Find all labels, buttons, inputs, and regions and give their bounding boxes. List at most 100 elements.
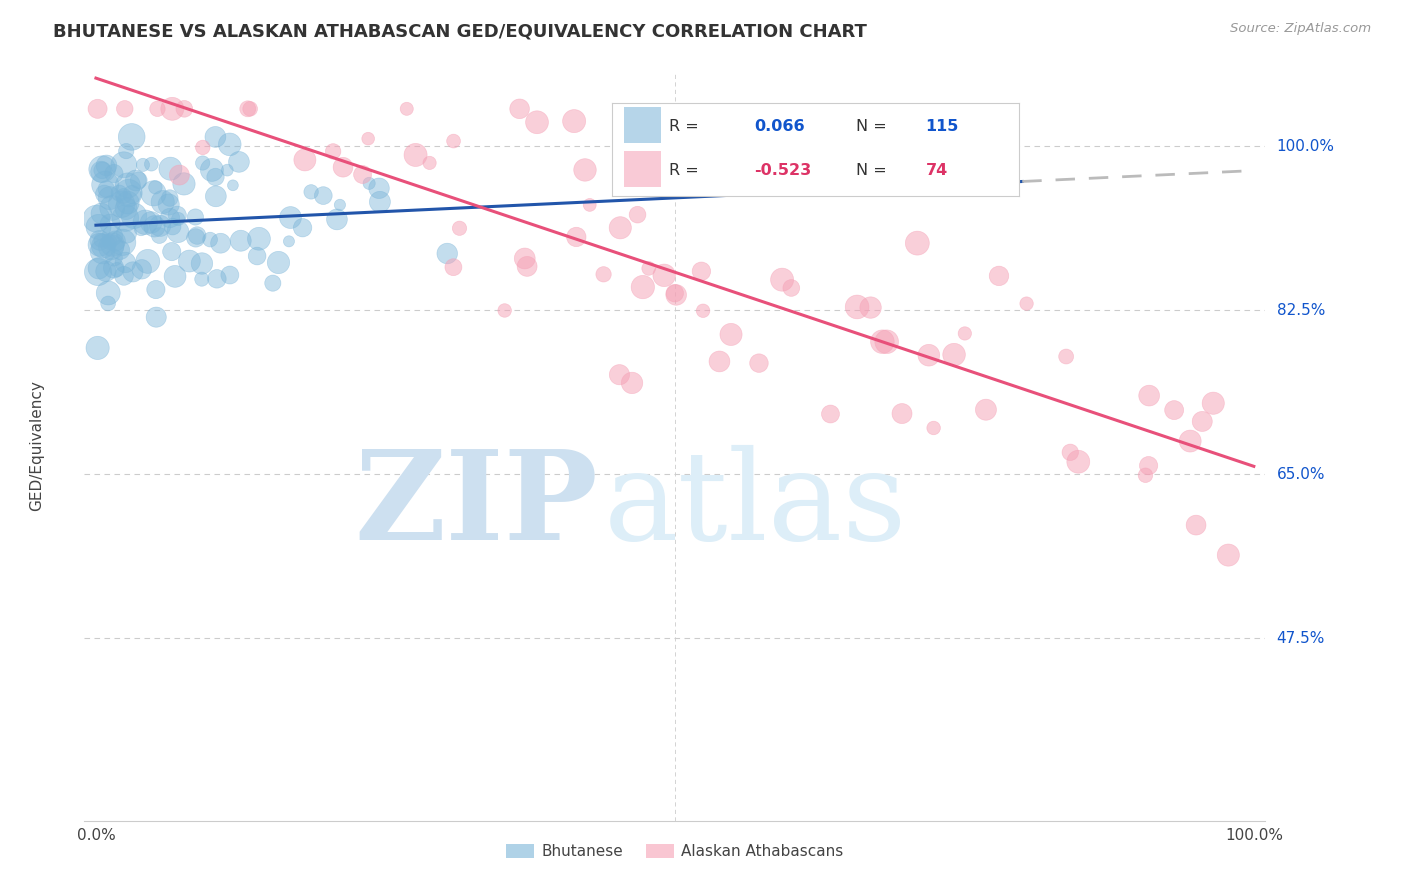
Point <box>145 283 167 297</box>
Point <box>114 255 136 269</box>
Point <box>90 206 112 220</box>
Point <box>169 168 191 182</box>
Point <box>1059 445 1081 459</box>
Point <box>191 156 214 170</box>
Point <box>152 195 174 210</box>
Text: atlas: atlas <box>605 445 907 566</box>
Text: 74: 74 <box>925 162 948 178</box>
Point <box>117 186 139 200</box>
Point <box>125 173 148 187</box>
Point <box>117 195 139 210</box>
Point <box>86 341 108 355</box>
Point <box>820 407 842 421</box>
Point <box>352 168 374 182</box>
Point <box>89 237 111 252</box>
Point <box>143 219 166 234</box>
Point <box>198 233 221 247</box>
Point <box>449 221 471 235</box>
Point <box>246 249 269 263</box>
Point <box>136 254 159 268</box>
Point <box>94 264 117 278</box>
Point <box>943 348 966 362</box>
Point <box>291 220 314 235</box>
Point <box>166 208 188 222</box>
Point <box>332 160 354 174</box>
Point <box>184 231 207 245</box>
Point <box>846 300 869 314</box>
Point <box>191 140 214 154</box>
Point <box>201 163 224 178</box>
Point <box>621 376 644 390</box>
Point <box>112 189 135 203</box>
Point <box>148 228 170 243</box>
Point <box>236 102 259 116</box>
Point <box>108 186 131 200</box>
Point <box>748 356 770 370</box>
Point <box>578 198 600 212</box>
Point <box>299 185 322 199</box>
Point <box>110 197 132 211</box>
Point <box>122 209 145 223</box>
Text: 100.0%: 100.0% <box>1277 139 1334 153</box>
Point <box>98 235 121 250</box>
Point <box>115 202 138 216</box>
Point <box>103 260 125 275</box>
Point <box>115 144 138 158</box>
Point <box>129 221 152 235</box>
Point <box>218 137 240 152</box>
Point <box>1067 455 1090 469</box>
Point <box>1218 548 1240 562</box>
Point <box>149 219 172 233</box>
Point <box>87 219 110 234</box>
Point <box>1137 458 1160 473</box>
Point <box>359 177 381 191</box>
Text: N =: N = <box>856 120 887 135</box>
Point <box>91 163 114 178</box>
Point <box>91 244 114 259</box>
Point <box>222 178 245 193</box>
Point <box>117 178 139 193</box>
Point <box>93 239 115 253</box>
Text: -0.523: -0.523 <box>754 162 811 178</box>
Point <box>162 102 184 116</box>
Point <box>526 115 548 129</box>
Point <box>436 246 458 260</box>
Point <box>217 163 239 178</box>
Point <box>278 235 301 249</box>
Text: 65.0%: 65.0% <box>1277 467 1324 482</box>
Point <box>294 153 316 167</box>
Text: GED/Equivalency: GED/Equivalency <box>30 381 45 511</box>
Point <box>145 310 167 325</box>
Point <box>859 301 882 315</box>
Point <box>1180 434 1202 448</box>
Point <box>93 186 115 201</box>
Point <box>922 421 945 435</box>
Point <box>690 264 713 278</box>
Point <box>513 252 536 266</box>
Point <box>1135 468 1157 483</box>
Point <box>516 260 538 274</box>
Point <box>574 163 596 178</box>
Point <box>90 165 112 179</box>
Text: N =: N = <box>856 162 887 178</box>
Point <box>953 326 976 341</box>
Point <box>112 268 135 283</box>
Point <box>173 102 195 116</box>
Point <box>114 211 136 225</box>
Point <box>209 236 232 251</box>
Point <box>114 102 136 116</box>
Point <box>111 235 134 250</box>
Point <box>87 261 110 276</box>
Point <box>157 197 180 211</box>
Point <box>247 232 270 246</box>
Point <box>105 262 128 277</box>
Point <box>441 260 464 275</box>
Point <box>96 182 118 196</box>
Point <box>1185 518 1208 533</box>
Point <box>709 354 731 368</box>
Point <box>86 211 108 226</box>
Point <box>146 102 169 116</box>
Point <box>326 212 349 227</box>
Point <box>101 228 124 243</box>
Point <box>368 194 391 209</box>
